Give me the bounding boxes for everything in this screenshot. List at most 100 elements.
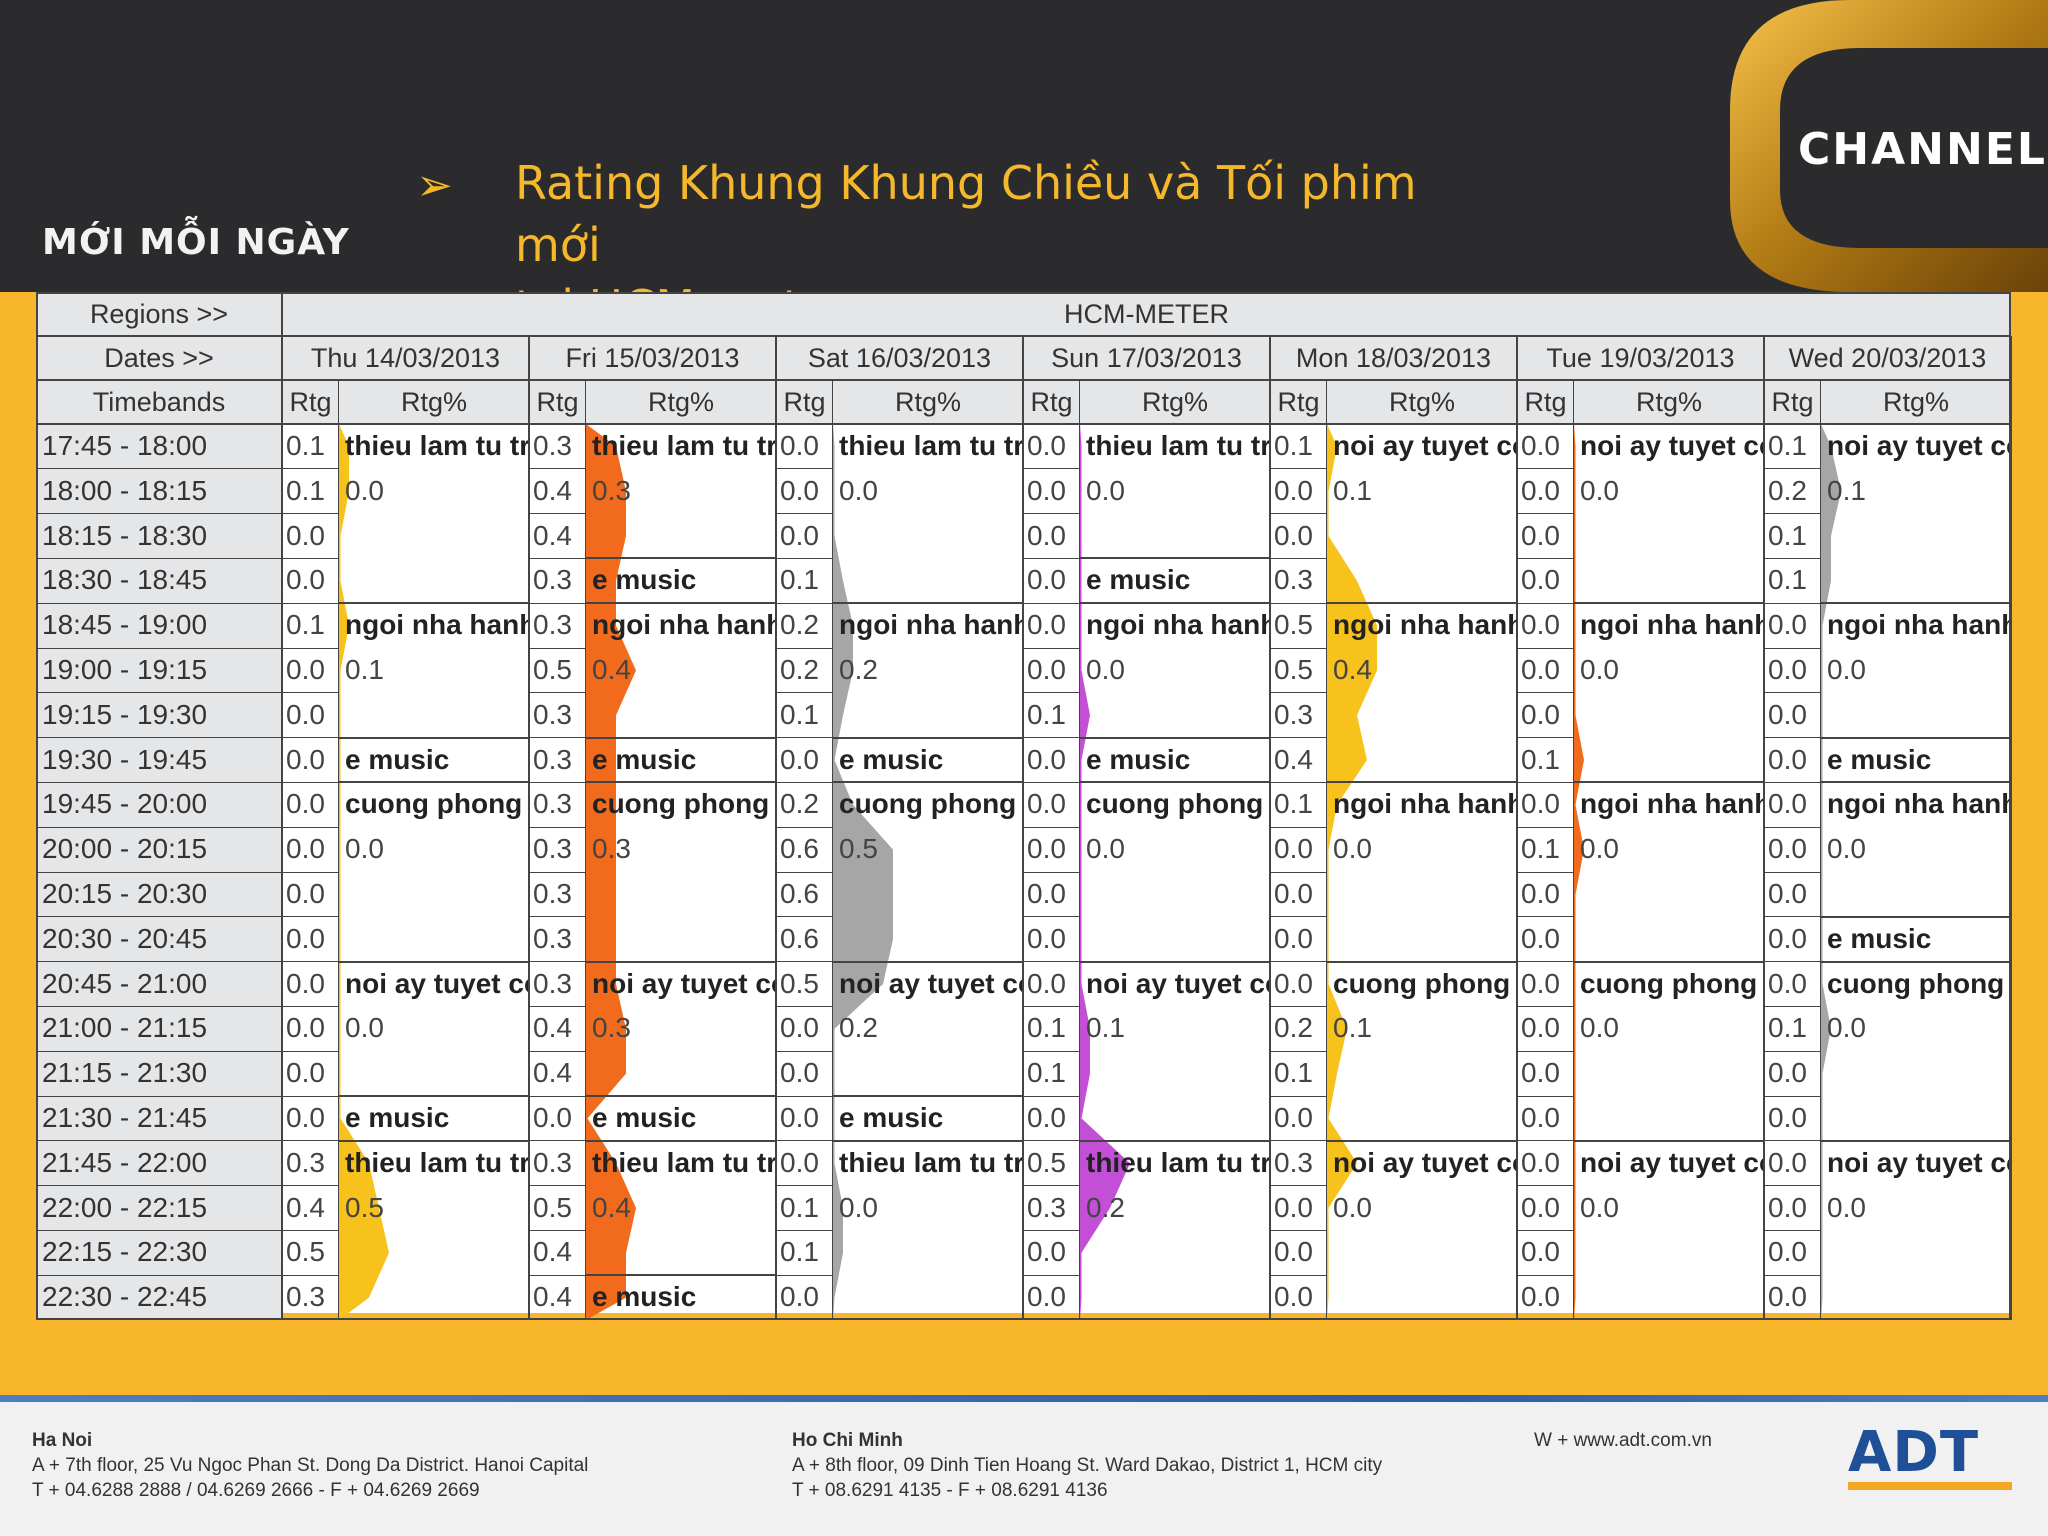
footer-hanoi-phone: T + 04.6288 2888 / 04.6269 2666 - F + 04…: [32, 1480, 480, 1501]
rtg-value: 0.0: [1521, 1281, 1560, 1313]
footer: Ha Noi A + 7th floor, 25 Vu Ngoc Phan St…: [0, 1402, 2048, 1536]
rtg-value: 0.1: [286, 430, 325, 461]
rtg-value: 0.0: [1027, 833, 1066, 865]
program-divider: [833, 736, 1023, 739]
timeband-divider: [36, 1005, 282, 1007]
program-divider: [1327, 960, 1517, 963]
program-rtg-percent: 0.0: [1086, 474, 1125, 506]
rtg-divider: [1270, 692, 1327, 694]
rtg-value: 0.0: [780, 1012, 819, 1044]
timeband-label: 22:30 - 22:45: [36, 1275, 282, 1320]
rtg-value: 0.3: [1274, 564, 1313, 596]
rtg-divider: [776, 961, 833, 963]
rtg-value: 0.0: [1768, 1057, 1807, 1089]
program-name: ngoi nha hanh: [1580, 609, 1764, 641]
timeband-divider: [36, 1050, 282, 1052]
program-divider: [586, 1274, 776, 1277]
day-divider: [528, 336, 530, 1320]
rtg-divider: [1764, 468, 1821, 470]
rtg-value: 0.3: [1274, 1146, 1313, 1178]
dates-label: Dates >>: [36, 336, 282, 380]
rtg-divider: [1270, 1274, 1327, 1276]
rtg-divider: [282, 781, 339, 783]
rtg-value: 0.3: [533, 609, 572, 641]
rtg-divider: [282, 1274, 339, 1276]
rtg-divider: [1023, 647, 1080, 649]
rtg-value: 0.0: [1521, 698, 1560, 730]
rtg-value: 0.5: [1027, 1146, 1066, 1178]
program-name: thieu lam tu tr: [839, 1146, 1023, 1178]
rtg-divider: [1764, 826, 1821, 828]
timeband-label: 19:45 - 20:00: [36, 782, 282, 828]
rtg-divider: [1517, 916, 1574, 918]
program-rtg-percent: 0.0: [839, 474, 878, 506]
rtg-divider: [776, 737, 833, 739]
rtg-divider: [776, 557, 833, 559]
rtg-divider: [1023, 513, 1080, 515]
rating-area-shape: [833, 424, 893, 1320]
rtg-divider: [529, 916, 586, 918]
rtg-value: 0.0: [1768, 1191, 1807, 1223]
timeband-divider: [36, 916, 282, 918]
rtg-value: 0.0: [1027, 564, 1066, 596]
rtg-value: 0.0: [1521, 967, 1560, 999]
timeband-divider: [36, 557, 282, 559]
day-divider: [1269, 336, 1271, 1320]
program-divider: [833, 781, 1023, 784]
timeband-label: 21:45 - 22:00: [36, 1140, 282, 1186]
program-name: ngoi nha hanh: [345, 609, 529, 641]
rating-area-shape: [1327, 424, 1377, 1320]
rtg-col-divider: [585, 380, 586, 1320]
date-header: Thu 14/03/2013: [282, 336, 529, 380]
rtg-divider: [776, 1050, 833, 1052]
rtg-divider: [529, 1185, 586, 1187]
rtg-value: 0.0: [1768, 878, 1807, 909]
footer-hcm: Ho Chi Minh A + 8th floor, 09 Dinh Tien …: [792, 1428, 1382, 1503]
rtg-divider: [1764, 1005, 1821, 1007]
rtg-value: 0.0: [1274, 1102, 1313, 1133]
program-name: thieu lam tu tr: [839, 430, 1023, 461]
program-rtg-percent: 0.3: [592, 833, 631, 865]
rtg-divider: [529, 871, 586, 873]
rtg-divider: [1270, 871, 1327, 873]
rtg-value: 0.0: [1274, 922, 1313, 954]
timeband-label: 19:30 - 19:45: [36, 737, 282, 783]
program-divider: [1821, 960, 2011, 963]
rtg-value: 0.0: [1274, 967, 1313, 999]
rtg-value: 0.1: [1768, 519, 1807, 551]
program-rtg-percent: 0.1: [345, 654, 384, 685]
rtg-divider: [282, 1050, 339, 1052]
rating-area-polygon: [833, 424, 893, 1320]
program-name: ngoi nha hanh: [1580, 788, 1764, 820]
rtgpct-column-header: Rtg%: [1080, 380, 1270, 424]
rtg-divider: [1764, 1095, 1821, 1097]
rtg-divider: [1023, 468, 1080, 470]
rtg-value: 0.3: [533, 967, 572, 999]
program-divider: [586, 781, 776, 784]
program-name: cuong phong: [345, 788, 523, 820]
date-header: Sun 17/03/2013: [1023, 336, 1270, 380]
rtg-divider: [1023, 1274, 1080, 1276]
rtg-value: 0.2: [780, 654, 819, 685]
rtg-divider: [1517, 1095, 1574, 1097]
program-name: e music: [345, 1102, 450, 1133]
rtg-divider: [776, 871, 833, 873]
program-rtg-percent: 0.2: [1086, 1191, 1125, 1223]
rtg-value: 0.4: [533, 1236, 572, 1268]
rtg-divider: [1517, 692, 1574, 694]
timeband-label: 21:30 - 21:45: [36, 1096, 282, 1141]
rtg-value: 0.1: [1274, 430, 1313, 461]
rtg-divider: [776, 826, 833, 828]
rtgpct-column-header: Rtg%: [1574, 380, 1764, 424]
timeband-label: 22:00 - 22:15: [36, 1185, 282, 1231]
footer-web-link[interactable]: W + www.adt.com.vn: [1534, 1430, 1712, 1451]
rtg-value: 0.0: [286, 878, 325, 909]
program-name: thieu lam tu tr: [592, 430, 776, 461]
program-name: cuong phong: [1827, 967, 2005, 999]
rtg-divider: [776, 692, 833, 694]
rtg-divider: [1270, 916, 1327, 918]
rtg-value: 0.0: [1274, 1191, 1313, 1223]
program-name: noi ay tuyet co: [1580, 430, 1764, 461]
rtg-divider: [529, 468, 586, 470]
rtg-divider: [1270, 961, 1327, 963]
